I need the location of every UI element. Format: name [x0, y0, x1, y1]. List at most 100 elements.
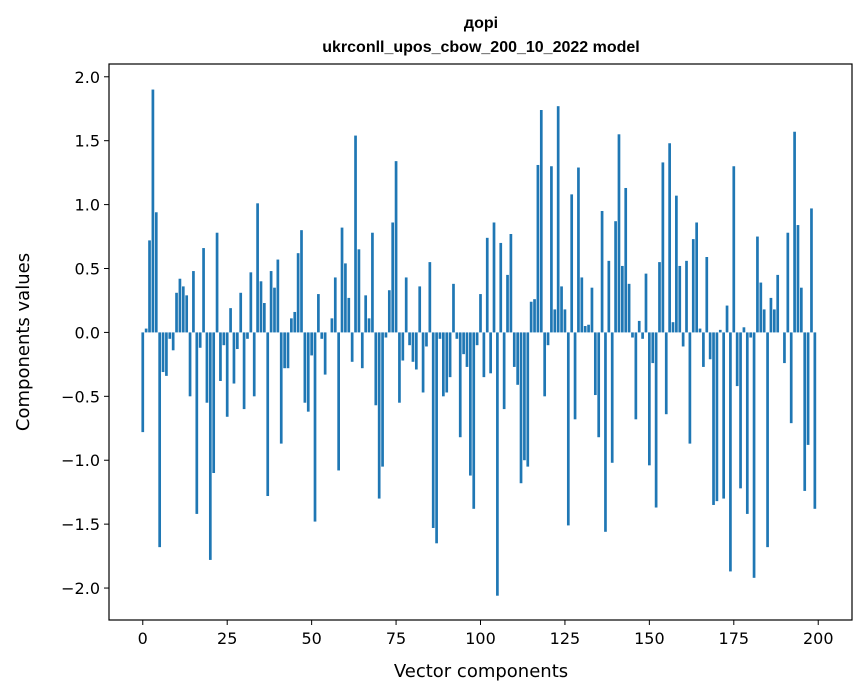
bar-15	[192, 271, 195, 333]
bar-168	[708, 332, 712, 360]
bar-20	[208, 332, 212, 560]
bar-72	[384, 332, 388, 338]
bar-124	[560, 286, 563, 333]
bar-163	[691, 239, 695, 333]
bar-190	[783, 332, 786, 364]
bar-161	[685, 260, 688, 333]
bar-185	[766, 332, 769, 548]
bar-2	[148, 240, 151, 333]
bar-65	[360, 332, 364, 369]
bar-23	[219, 332, 222, 381]
bar-57	[333, 277, 337, 333]
bar-14	[188, 332, 192, 397]
bar-149	[644, 273, 648, 333]
bar-66	[364, 295, 368, 333]
bar-22	[215, 232, 219, 333]
bar-94	[458, 332, 462, 438]
bar-59	[340, 227, 344, 333]
y-tick-label: 1.0	[75, 196, 100, 215]
bar-193	[793, 131, 796, 333]
bar-121	[550, 166, 553, 333]
bar-73	[387, 290, 391, 333]
bar-130	[580, 277, 584, 333]
bar-68	[371, 232, 374, 333]
bar-165	[698, 328, 702, 333]
x-axis-label: Vector components	[394, 661, 568, 682]
bar-33	[252, 332, 256, 397]
bar-6	[161, 332, 165, 373]
bar-78	[404, 277, 408, 333]
bar-172	[722, 332, 726, 499]
bar-97	[469, 332, 472, 476]
y-tick-label: 0.5	[75, 260, 100, 279]
chart-title-line-1: дорі	[464, 15, 498, 32]
bar-183	[759, 282, 763, 333]
bar-25	[225, 332, 229, 417]
bar-62	[350, 332, 354, 362]
x-tick-label: 100	[465, 629, 496, 648]
y-tick-label: 2.0	[75, 68, 100, 87]
bar-43	[286, 332, 290, 369]
bar-58	[337, 332, 340, 471]
bar-11	[178, 278, 182, 333]
bar-192	[789, 332, 793, 424]
bar-7	[165, 332, 168, 376]
bar-118	[539, 110, 543, 333]
bar-90	[445, 332, 449, 393]
bar-127	[570, 194, 574, 333]
bar-56	[330, 318, 334, 333]
bar-38	[269, 271, 273, 333]
y-tick-label: −1.5	[61, 515, 100, 534]
bar-113	[523, 332, 526, 461]
bar-52	[317, 294, 320, 333]
bar-5	[158, 332, 162, 548]
bar-86	[431, 332, 435, 528]
bar-83	[421, 332, 425, 393]
bar-146	[634, 332, 638, 420]
bar-77	[401, 332, 405, 361]
bar-8	[168, 332, 172, 339]
x-tick-label: 25	[217, 629, 237, 648]
bar-103	[489, 332, 492, 374]
x-tick-label: 150	[634, 629, 665, 648]
bar-41	[279, 332, 283, 444]
bar-87	[435, 332, 438, 544]
bar-70	[377, 332, 381, 499]
bar-31	[246, 332, 249, 339]
bar-150	[648, 332, 651, 466]
bar-109	[509, 234, 513, 333]
x-axis-ticks: 0 25 50 75 100 125 150 175 200	[138, 620, 834, 648]
bar-37	[266, 332, 270, 497]
bar-153	[658, 262, 661, 333]
bar-188	[776, 274, 780, 333]
bar-199	[813, 332, 817, 509]
bar-148	[641, 332, 644, 339]
bar-104	[492, 222, 496, 333]
bar-80	[411, 332, 415, 362]
x-tick-label: 125	[550, 629, 581, 648]
bar-166	[702, 332, 705, 367]
bar-120	[546, 332, 550, 346]
bar-27	[232, 332, 236, 384]
bar-39	[273, 287, 276, 333]
x-tick-label: 175	[719, 629, 750, 648]
bar-140	[614, 221, 617, 333]
bar-181	[752, 332, 756, 578]
bar-84	[425, 332, 428, 347]
bar-171	[718, 329, 722, 333]
bar-69	[374, 332, 378, 406]
bar-32	[249, 272, 253, 333]
bar-191	[786, 232, 790, 333]
bar-101	[482, 332, 486, 378]
bar-186	[769, 297, 773, 333]
bar-162	[688, 332, 692, 444]
y-axis-label: Components values	[13, 253, 34, 431]
bar-174	[729, 332, 732, 572]
bar-112	[519, 332, 523, 484]
bar-182	[756, 236, 759, 333]
bar-12	[181, 286, 185, 333]
bar-133	[590, 287, 594, 333]
bar-154	[661, 162, 665, 333]
bar-47	[300, 230, 303, 333]
